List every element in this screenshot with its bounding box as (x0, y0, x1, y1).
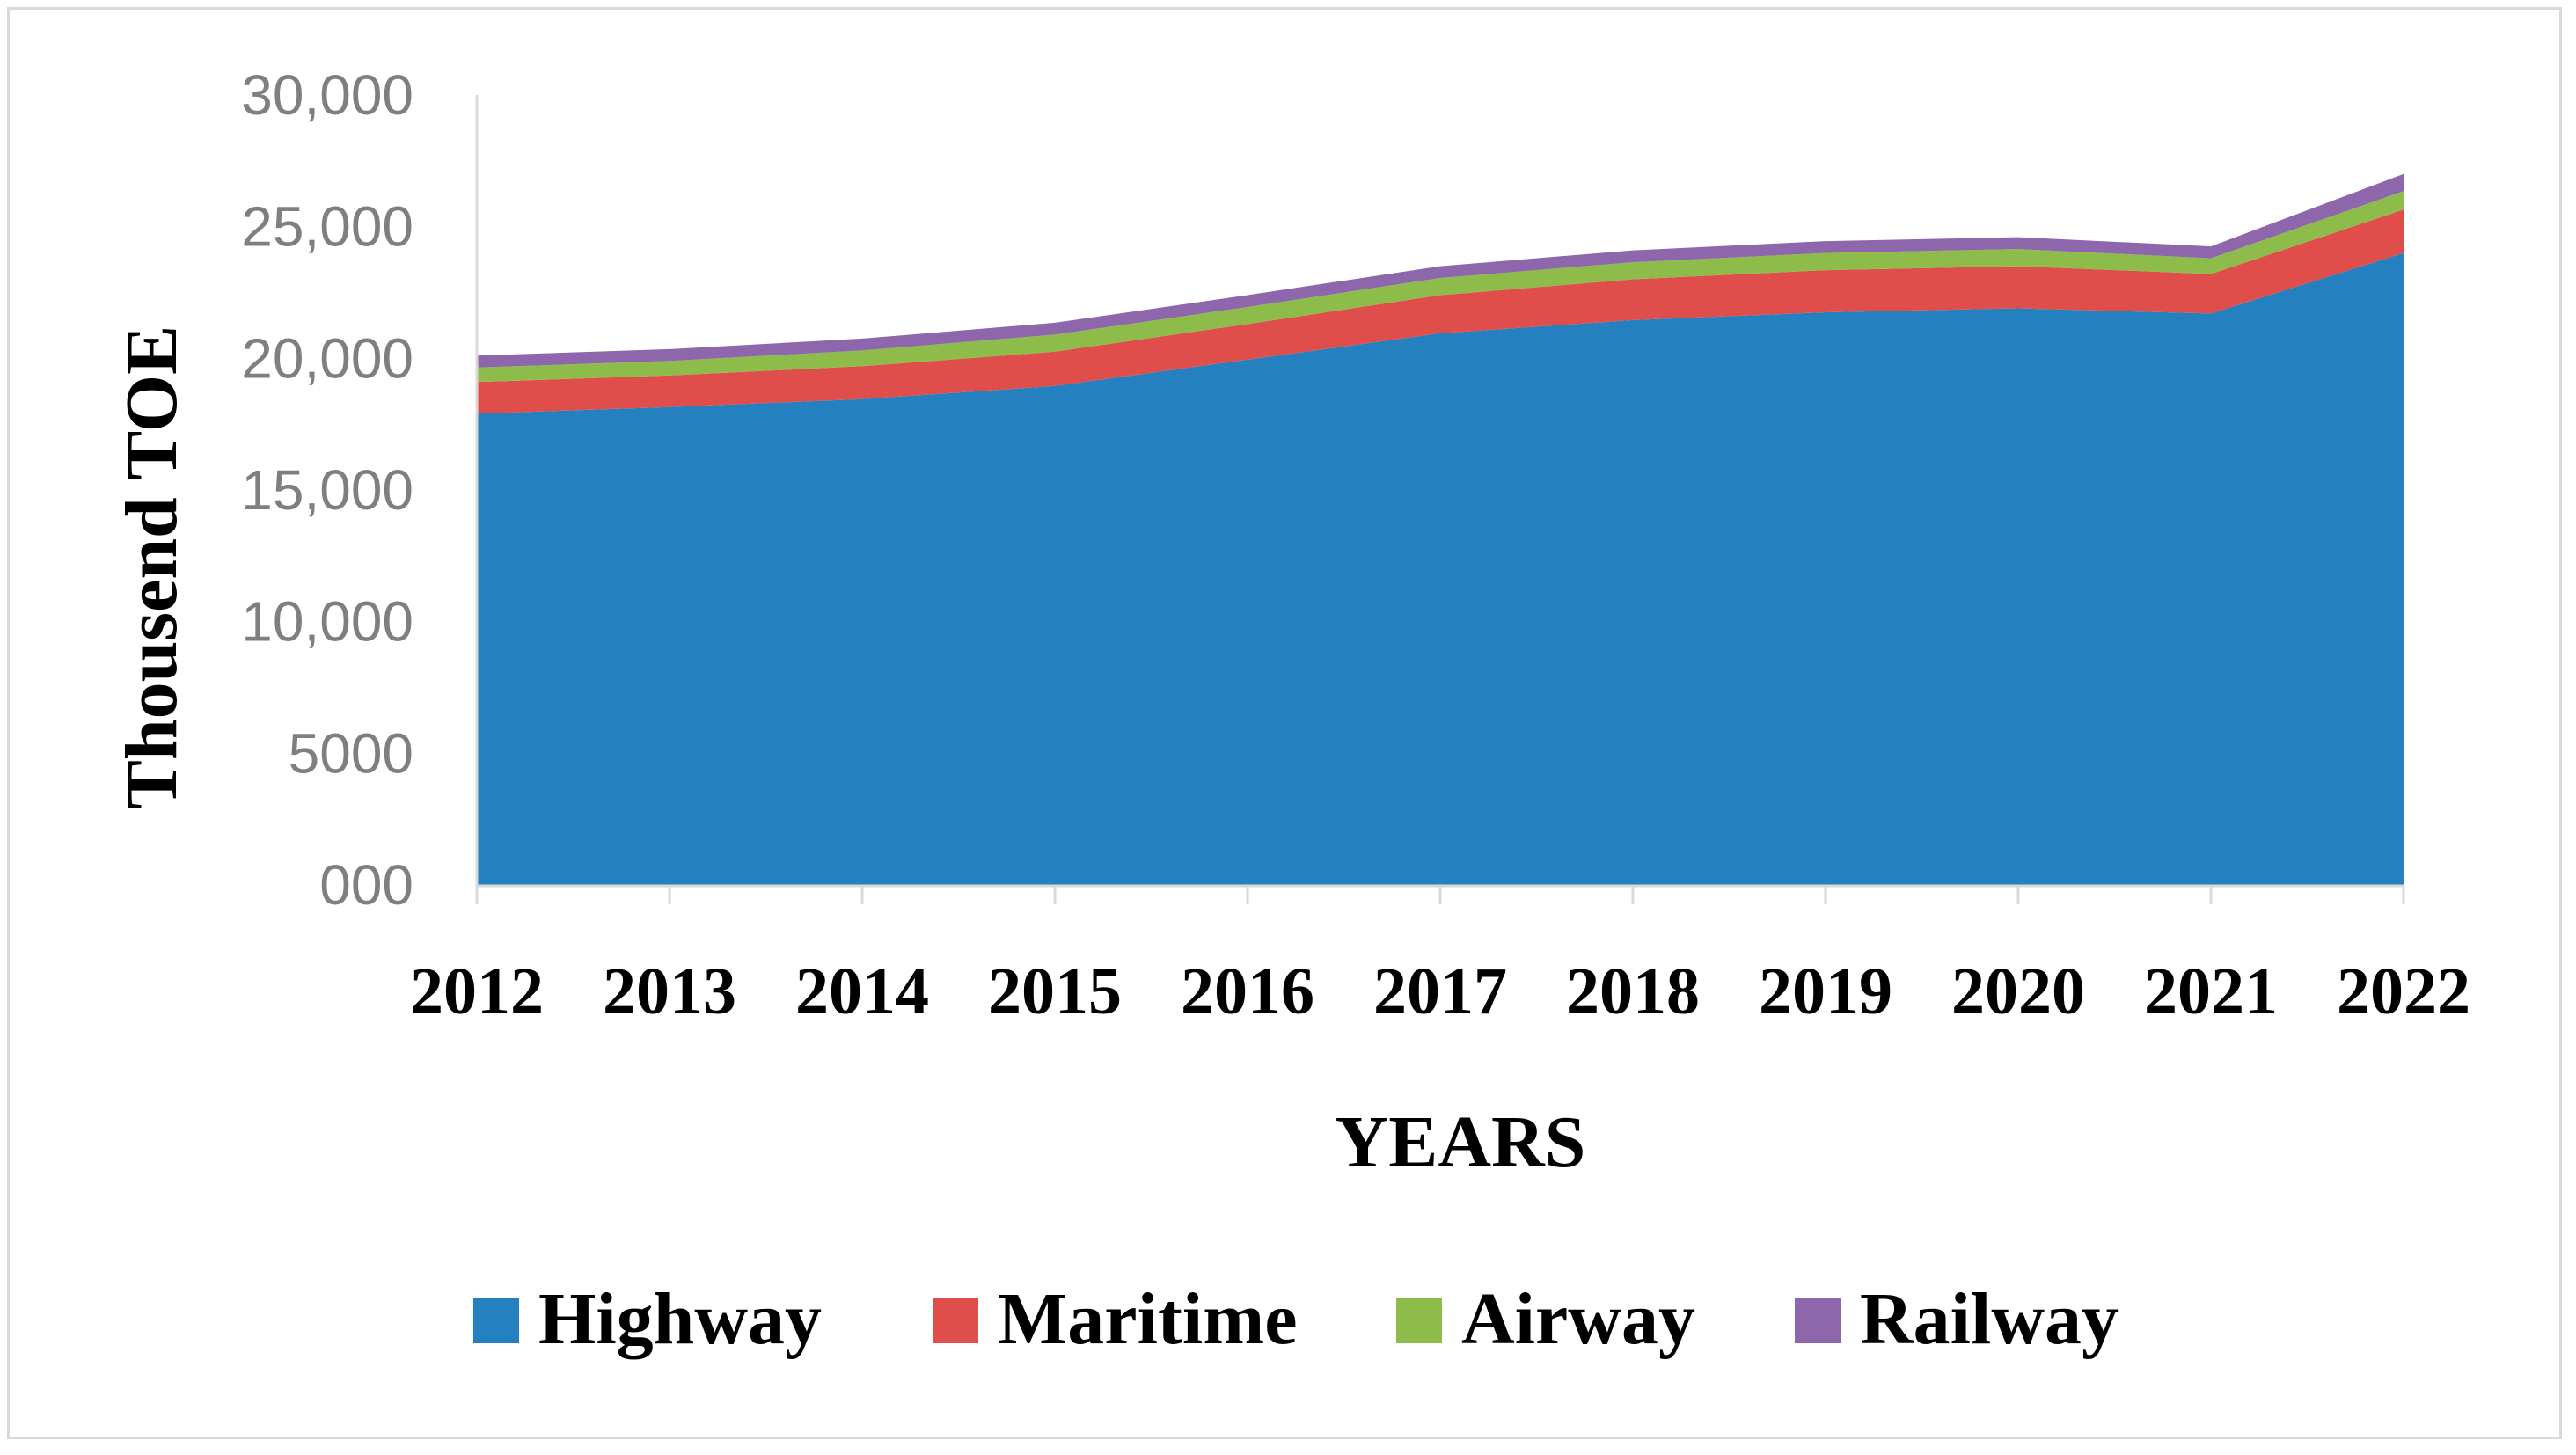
area-series-railway (477, 173, 2404, 368)
y-tick-label: 20,000 (241, 326, 413, 390)
legend-item-maritime: Maritime (933, 1278, 1297, 1360)
y-axis: 000 5000 10,000 15,000 20,000 25,000 30,000 (241, 63, 479, 917)
x-tick-label: 2022 (2337, 954, 2470, 1028)
area-series-maritime (477, 209, 2404, 414)
legend: Highway Maritime Airway Railway (473, 1278, 2119, 1360)
legend-swatch (933, 1298, 978, 1343)
legend-swatch (1396, 1298, 1442, 1343)
legend-swatch (473, 1298, 519, 1343)
area-series-airway (477, 191, 2404, 383)
legend-label: Airway (1461, 1278, 1695, 1360)
y-axis-title: Thousend TOE (111, 325, 193, 809)
legend-label: Maritime (998, 1278, 1297, 1360)
legend-item-highway: Highway (473, 1278, 822, 1360)
x-tick-label: 2013 (603, 954, 736, 1028)
y-tick-label: 000 (319, 853, 413, 917)
y-tick-label: 25,000 (241, 195, 413, 259)
legend-item-airway: Airway (1396, 1278, 1695, 1360)
x-tick-label: 2012 (410, 954, 544, 1028)
x-tick-label: 2018 (1566, 954, 1700, 1028)
x-tick-label: 2020 (1951, 954, 2085, 1028)
x-axis-title: YEARS (1336, 1101, 1586, 1183)
x-tick-label: 2016 (1181, 954, 1314, 1028)
x-axis: 2012 2013 2014 2015 2016 2017 2018 2019 2020 2021… (410, 884, 2470, 1028)
x-tick-label: 2019 (1759, 954, 1892, 1028)
x-tick-label: 2015 (988, 954, 1122, 1028)
x-tick-label: 2017 (1373, 954, 1507, 1028)
y-tick-label: 10,000 (241, 590, 413, 654)
x-tick-label: 2014 (795, 954, 929, 1028)
y-tick-label: 30,000 (241, 63, 413, 127)
y-tick-label: 15,000 (241, 458, 413, 522)
area-series-highway (477, 252, 2404, 886)
x-tick-label: 2021 (2144, 954, 2278, 1028)
chart-areas (477, 173, 2404, 886)
legend-swatch (1795, 1298, 1841, 1343)
y-tick-label: 5000 (289, 721, 413, 785)
legend-label: Highway (538, 1278, 822, 1360)
legend-item-railway: Railway (1795, 1278, 2119, 1360)
legend-label: Railway (1860, 1278, 2119, 1360)
